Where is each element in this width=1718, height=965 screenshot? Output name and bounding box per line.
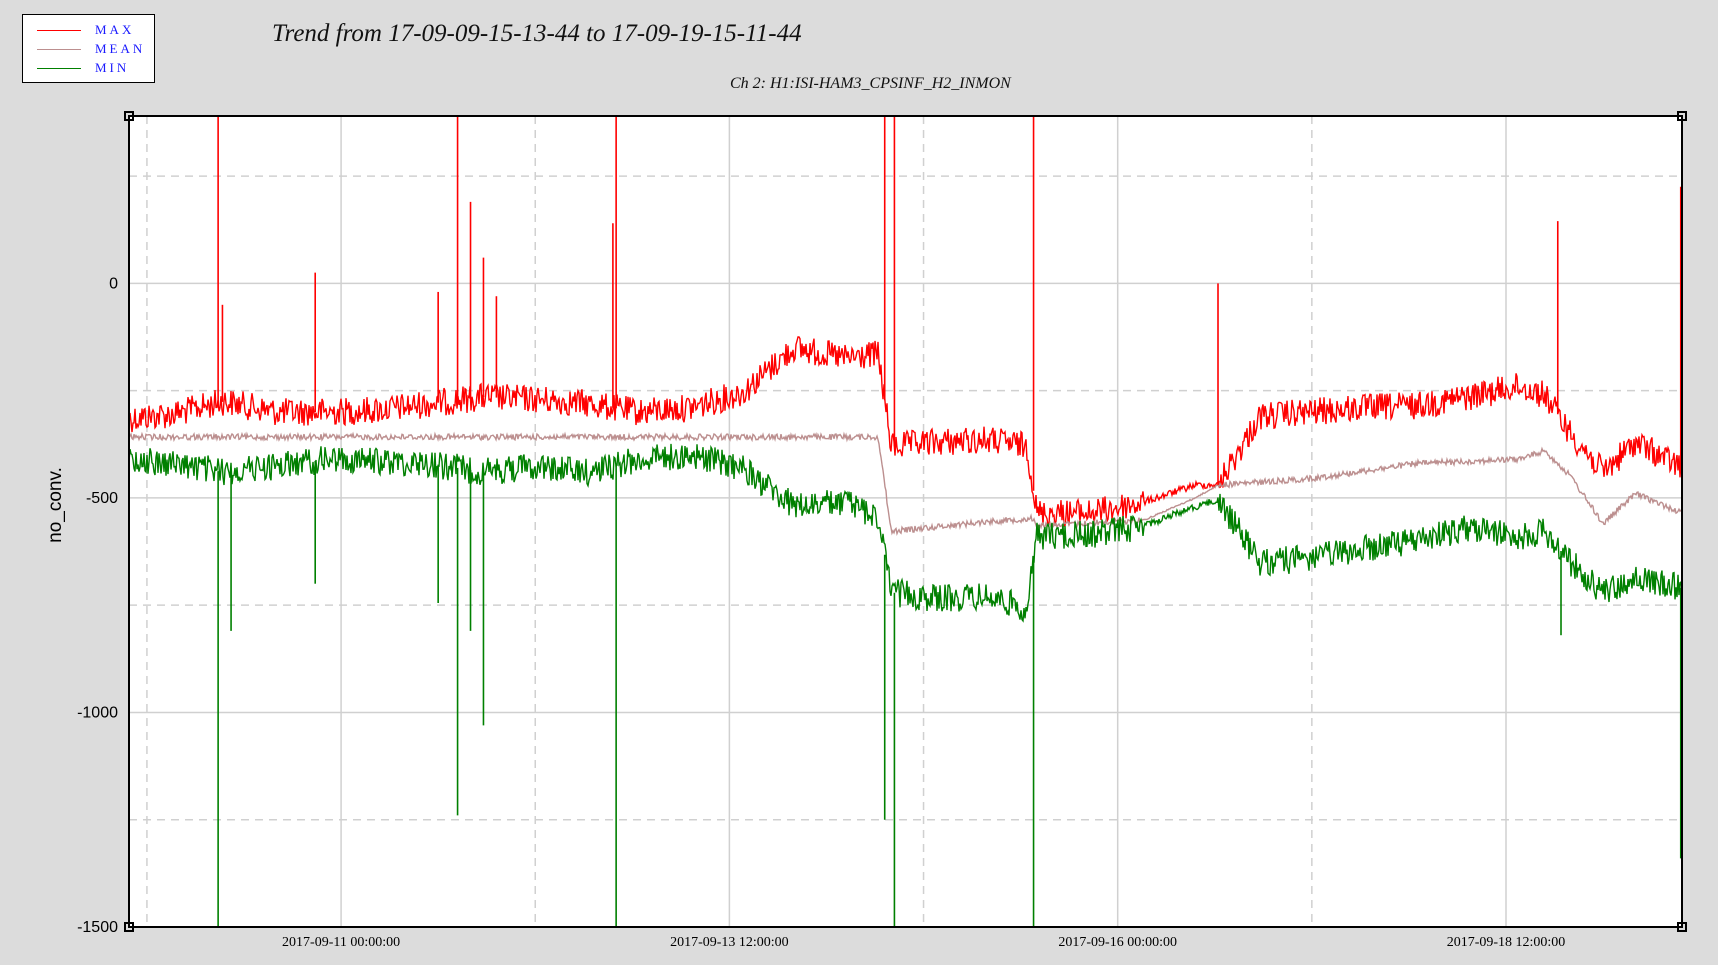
y-tick-label: -1000 — [77, 704, 118, 721]
frame-corner-handle — [124, 922, 134, 932]
plot-frame — [128, 115, 1683, 928]
y-tick-label: -1500 — [77, 919, 118, 936]
series-line-min — [128, 443, 1683, 623]
frame-corner-handle — [1677, 922, 1687, 932]
series-line-max — [128, 336, 1683, 527]
frame-corner-handle — [1677, 111, 1687, 121]
legend-swatch-min — [37, 68, 81, 69]
legend-item-mean: MEAN — [23, 40, 154, 58]
plot-area — [129, 116, 1682, 927]
legend: MAX MEAN MIN — [22, 14, 155, 83]
y-tick-label: 0 — [109, 275, 118, 292]
y-tick-label: -500 — [86, 490, 118, 507]
legend-swatch-mean — [37, 49, 81, 50]
x-tick-label: 2017-09-13 12:00:00 — [670, 935, 789, 950]
legend-item-max: MAX — [23, 21, 154, 39]
legend-item-min: MIN — [23, 59, 154, 77]
x-tick-label: 2017-09-11 00:00:00 — [282, 935, 400, 950]
legend-label-mean: MEAN — [95, 41, 146, 56]
x-tick-label: 2017-09-16 00:00:00 — [1058, 935, 1177, 950]
frame-corner-handle — [124, 111, 134, 121]
legend-label-min: MIN — [95, 60, 130, 75]
chart-subtitle: Ch 2: H1:ISI-HAM3_CPSINF_H2_INMON — [730, 75, 1011, 92]
x-tick-label: 2017-09-18 12:00:00 — [1447, 935, 1566, 950]
legend-swatch-max — [37, 30, 81, 31]
legend-label-max: MAX — [95, 22, 135, 37]
chart-title: Trend from 17-09-09-15-13-44 to 17-09-19… — [272, 20, 802, 47]
series-line-mean — [128, 431, 1683, 537]
